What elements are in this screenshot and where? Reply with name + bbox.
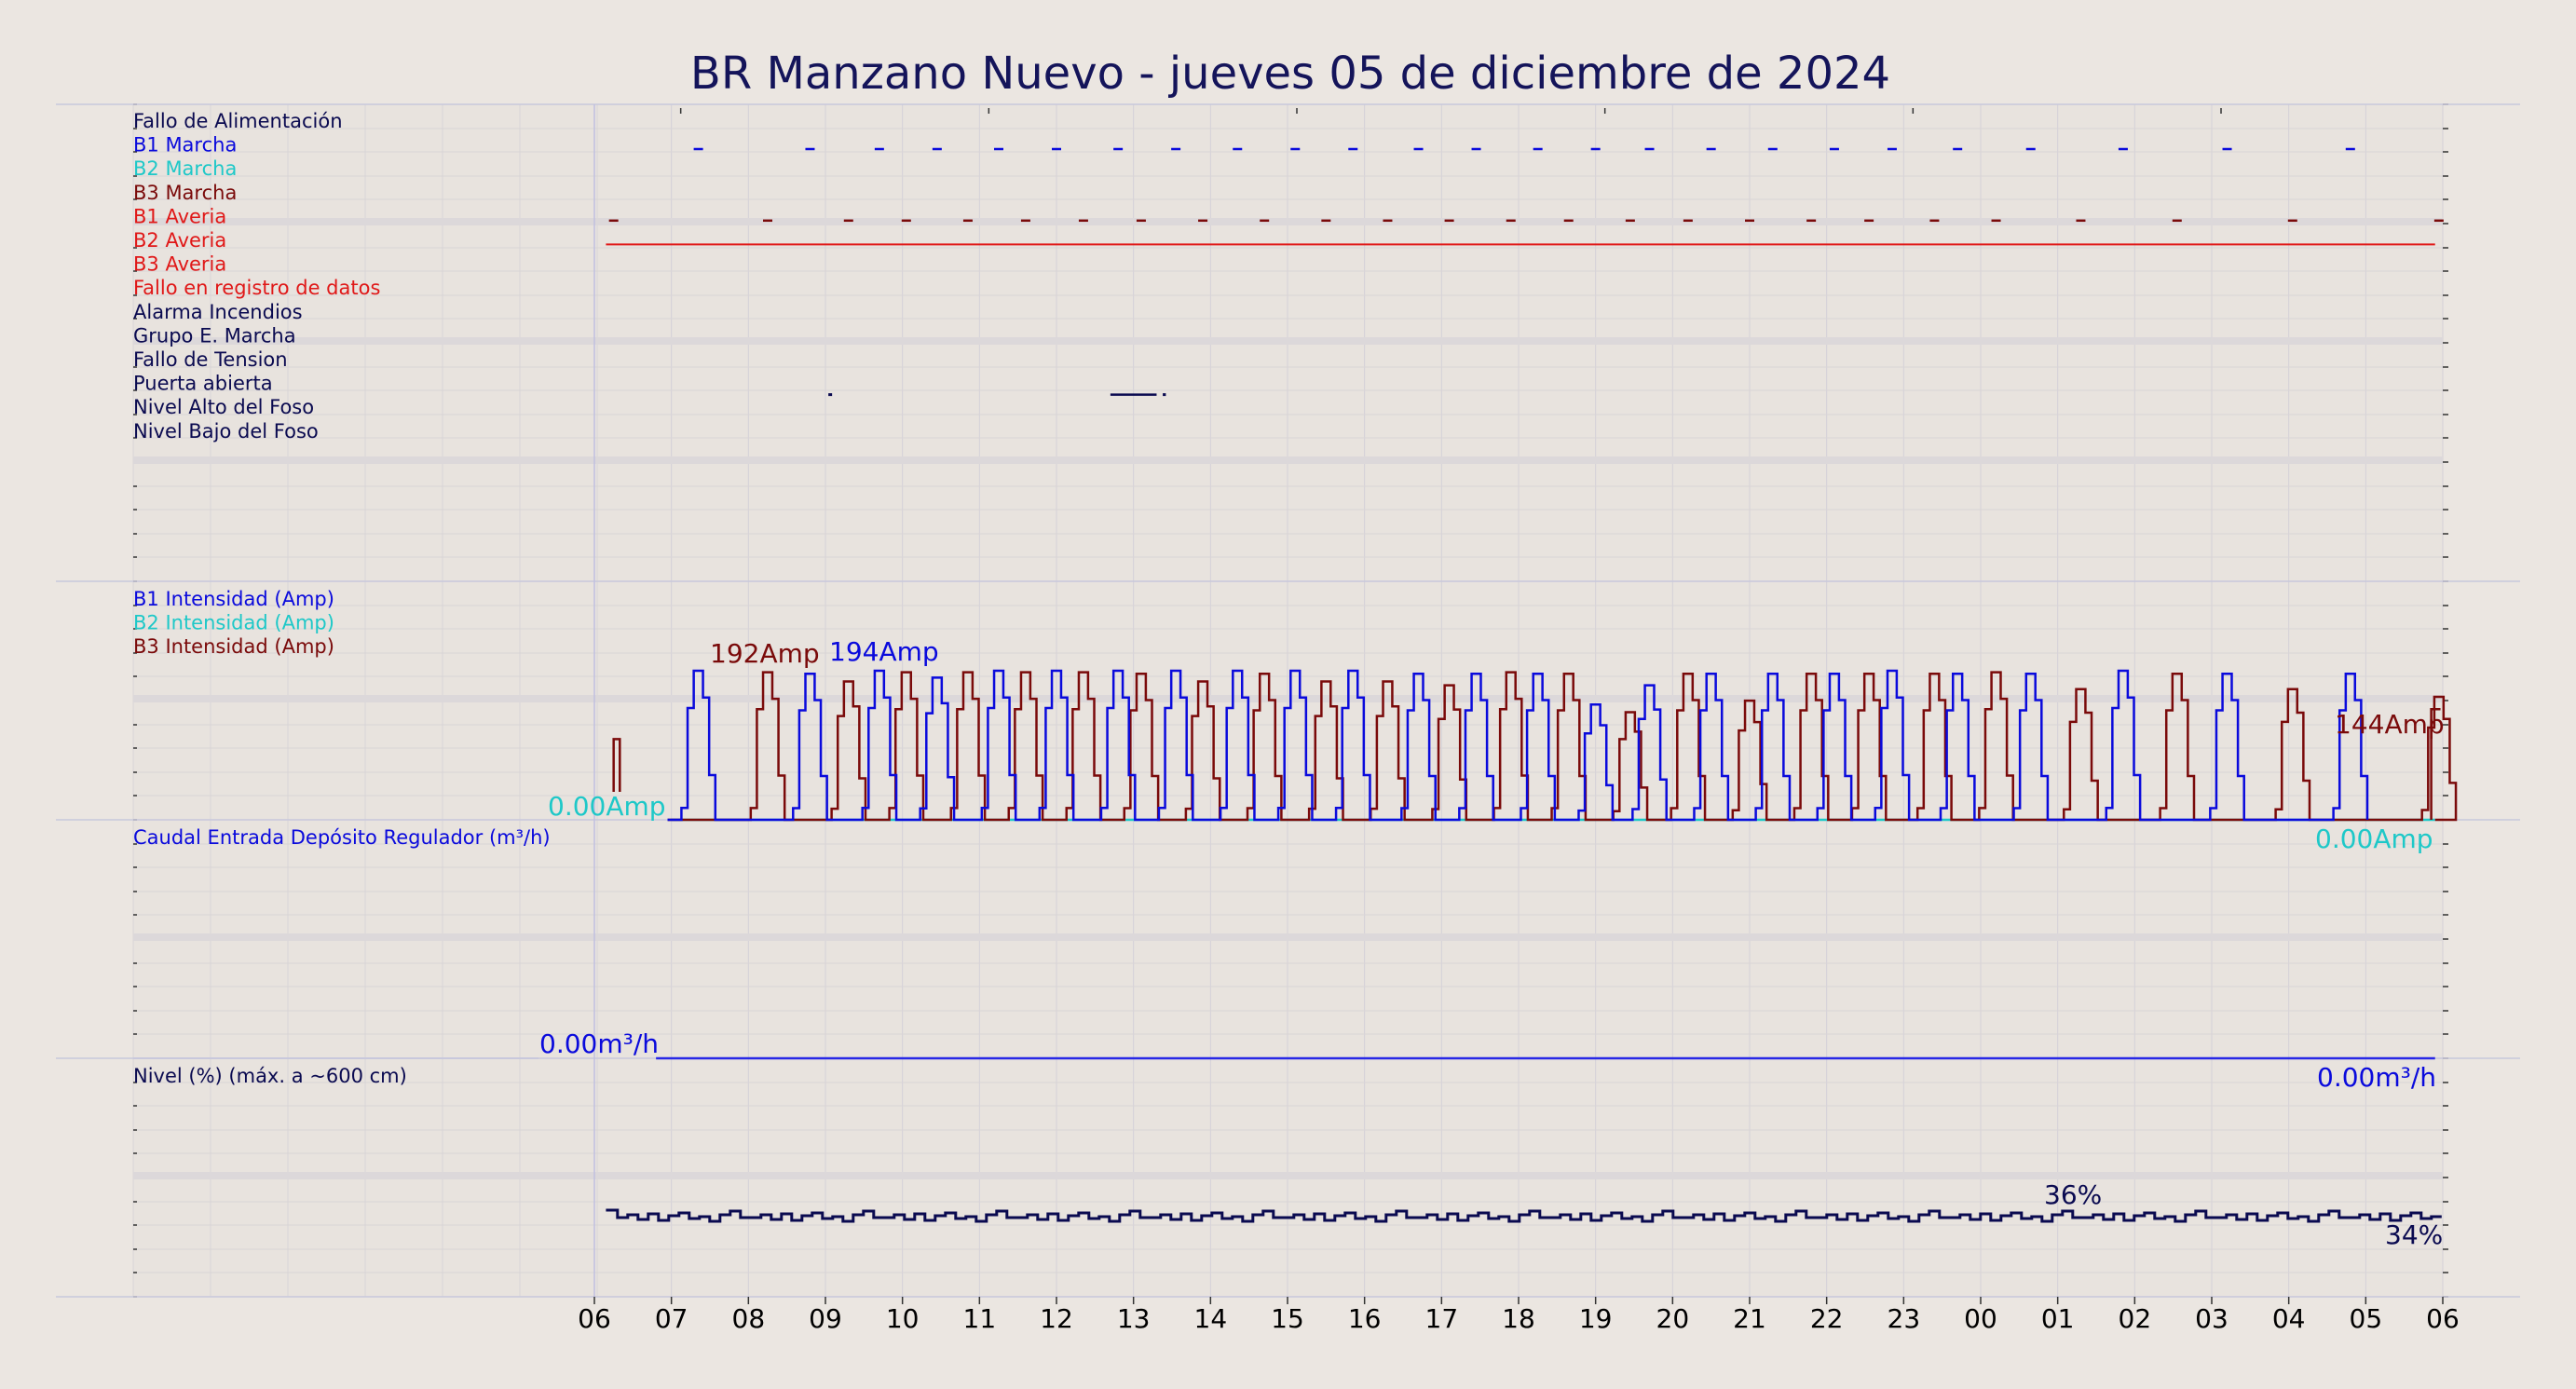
- digital-label: Nivel Bajo del Foso: [133, 420, 319, 443]
- grid-band: [133, 456, 2443, 464]
- level-panel: Nivel (%) (máx. a ~600 cm) 36% 34%: [133, 1065, 2443, 1250]
- b3-end-annotation: 144Amp: [2335, 709, 2445, 740]
- current-label: B1 Intensidad (Amp): [133, 588, 334, 610]
- digital-label: B2 Averia: [133, 229, 226, 252]
- x-tick-label: 01: [2041, 1303, 2075, 1334]
- digital-label: B3 Marcha: [133, 182, 237, 204]
- level-end-annotation: 34%: [2385, 1219, 2443, 1250]
- x-tick-label: 07: [655, 1303, 688, 1334]
- grid-band: [133, 337, 2443, 345]
- chart-title: BR Manzano Nuevo - jueves 05 de diciembr…: [690, 48, 1890, 100]
- digital-label: Fallo en registro de datos: [133, 277, 380, 299]
- digital-label: B1 Marcha: [133, 134, 237, 157]
- flow-start-annotation: 0.00m³/h: [539, 1028, 659, 1059]
- b2-start-annotation: 0.00Amp: [548, 791, 666, 822]
- current-label: B2 Intensidad (Amp): [133, 612, 334, 634]
- b1-max-annotation: 194Amp: [829, 636, 939, 667]
- flow-end-annotation: 0.00m³/h: [2317, 1062, 2436, 1093]
- x-tick-label: 13: [1117, 1303, 1151, 1334]
- digital-label: Grupo E. Marcha: [133, 324, 296, 347]
- x-tick-label: 23: [1888, 1303, 1921, 1334]
- x-tick-label: 22: [1810, 1303, 1844, 1334]
- x-tick-label: 21: [1733, 1303, 1766, 1334]
- digital-label: Alarma Incendios: [133, 301, 303, 323]
- x-tick-label: 20: [1656, 1303, 1690, 1334]
- x-tick-label: 00: [1964, 1303, 1997, 1334]
- level-max-annotation: 36%: [2044, 1179, 2102, 1210]
- current-label: B3 Intensidad (Amp): [133, 635, 334, 658]
- digital-label: Fallo de Alimentación: [133, 110, 343, 132]
- digital-label: B1 Averia: [133, 205, 226, 227]
- x-tick-label: 04: [2272, 1303, 2306, 1334]
- x-tick-label: 06: [2426, 1303, 2460, 1334]
- x-tick-label: 02: [2119, 1303, 2152, 1334]
- digital-label: B3 Averia: [133, 253, 226, 276]
- b3-current-line: [667, 671, 2458, 822]
- digital-label: Nivel Alto del Foso: [133, 396, 314, 418]
- x-tick-label: 12: [1040, 1303, 1073, 1334]
- x-tick-label: 06: [578, 1303, 611, 1334]
- x-tick-label: 03: [2195, 1303, 2228, 1334]
- x-tick-label: 15: [1271, 1303, 1304, 1334]
- digital-label: B2 Marcha: [133, 157, 237, 180]
- digital-label: Puerta abierta: [133, 373, 273, 395]
- x-tick-label: 08: [732, 1303, 766, 1334]
- b3-max-annotation: 192Amp: [710, 638, 820, 669]
- flow-panel: Caudal Entrada Depósito Regulador (m³/h)…: [133, 826, 2436, 1093]
- x-axis-ticks: 06 07 08 09 10 11 12 13 14 15 16 17 18 19 20 21 22 23 00 01…: [578, 108, 2460, 1334]
- level-label: Nivel (%) (máx. a ~600 cm): [133, 1065, 407, 1087]
- x-tick-label: 09: [809, 1303, 842, 1334]
- flow-label: Caudal Entrada Depósito Regulador (m³/h): [133, 826, 551, 849]
- b2-end-annotation: 0.00Amp: [2315, 824, 2433, 854]
- grid-band: [133, 218, 2443, 225]
- x-tick-label: 19: [1579, 1303, 1613, 1334]
- x-tick-label: 11: [963, 1303, 997, 1334]
- b1-current-line: [667, 669, 2369, 822]
- x-tick-label: 05: [2350, 1303, 2383, 1334]
- x-tick-label: 17: [1425, 1303, 1459, 1334]
- b3-current-line: [2430, 707, 2441, 820]
- grid-band: [133, 695, 2443, 702]
- x-tick-label: 14: [1194, 1303, 1228, 1334]
- level-line: [606, 1208, 2442, 1223]
- digital-label: Fallo de Tension: [133, 348, 288, 371]
- x-tick-label: 16: [1348, 1303, 1382, 1334]
- x-tick-label: 10: [886, 1303, 920, 1334]
- x-tick-label: 18: [1502, 1303, 1535, 1334]
- grid-band: [133, 933, 2443, 941]
- grid-band: [133, 1172, 2443, 1179]
- b3-current-line: [612, 738, 621, 792]
- current-panel: B1 Intensidad (Amp)B2 Intensidad (Amp)B3…: [133, 588, 2458, 854]
- grid-lines: [56, 103, 2520, 1298]
